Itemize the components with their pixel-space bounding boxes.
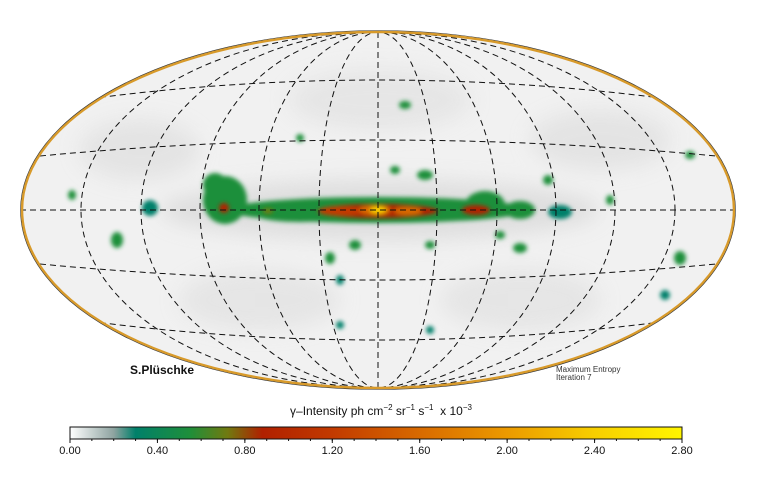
colorbar-exp-s: −1 [424,403,434,412]
colorbar-tick-label: 2.40 [583,445,606,457]
colorbar-title: γ–Intensity ph cm−2 sr−1 s−1 x 10−3 [0,403,762,418]
colorbar-title-s: s [415,404,425,418]
colorbar-title-scale: x 10 [433,404,463,418]
colorbar-tick-label: 0.80 [234,445,256,457]
colorbar-title-prefix: γ–Intensity ph cm [290,404,384,418]
sky-outline [20,30,736,390]
colorbar-ticks [69,439,683,443]
colorbar-tick-label: 0.00 [59,445,81,457]
colorbar-title-sr: sr [392,404,406,418]
colorbar [69,426,683,440]
method-line-2: Iteration 7 [556,373,592,382]
colorbar-tick-label: 2.80 [671,445,693,457]
colorbar-exp-sr: −1 [405,403,415,412]
colorbar-tick-label: 1.60 [408,445,431,457]
colorbar-exp-cm: −2 [383,403,393,412]
author-credit: S.Plüschke [130,363,195,377]
colorbar-tick-label: 0.40 [146,445,169,457]
graticule [22,32,734,388]
colorbar-tick-label: 1.20 [321,445,343,457]
colorbar-tick-label: 2.00 [496,445,518,457]
galactic-center-emission [219,203,490,218]
method-label: Maximum Entropy Iteration 7 [556,366,620,382]
method-line-1: Maximum Entropy [556,365,621,374]
colorbar-exp-scale: −3 [462,403,472,412]
